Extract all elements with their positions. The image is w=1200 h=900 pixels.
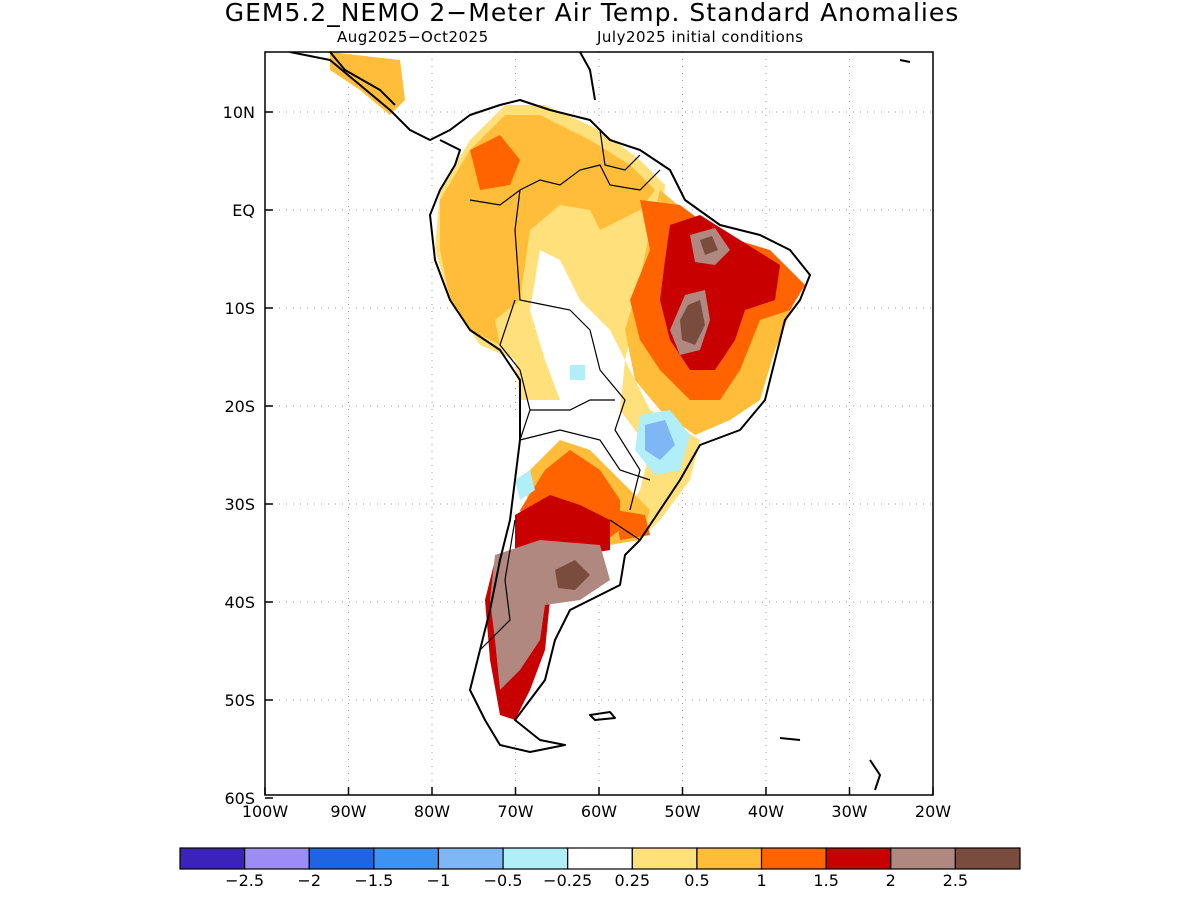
x-tick-label: 80W [414,802,450,821]
anomaly-band-1-coast [615,510,650,540]
y-tick-label: 60S [224,789,255,808]
colorbar-swatch [631,847,698,870]
colorbar-swatch [760,847,827,870]
colorbar-swatch [954,847,1021,870]
x-tick-label: 30W [831,802,867,821]
anomaly-band-2p5-argentina [555,560,590,590]
colorbar-label: 1.5 [813,871,838,890]
forecast-period: Aug2025−Oct2025 [337,28,489,46]
x-tick-label: 100W [242,802,289,821]
colorbar-swatch [244,847,310,870]
anomaly-band-2p5-ne [700,236,718,255]
anomaly-band-neg-0p5 [645,420,675,460]
y-tick-label: 20S [224,397,255,416]
x-tick-label: 60W [581,802,617,821]
colorbar-label: 1 [756,871,766,890]
x-tick-label: 40W [748,802,784,821]
x-tick-label: 90W [330,802,366,821]
colorbar-swatch [696,847,763,870]
colorbar-swatch [825,847,892,870]
colorbar-label: −0.25 [543,871,592,890]
y-tick-label: 30S [224,495,255,514]
colorbar-label: 2 [886,871,896,890]
y-tick-label: EQ [232,201,255,220]
colorbar-swatch [567,847,633,870]
colorbar-label: −1 [427,871,451,890]
colorbar-label: −0.5 [484,871,523,890]
initial-conditions: July2025 initial conditions [597,28,804,46]
country-borders [469,129,661,651]
colorbar-label: −2 [297,871,321,890]
colorbar-swatch [437,847,504,870]
colorbar-label: 2.5 [943,871,968,890]
colorbar-swatch [308,847,375,870]
y-tick-label: 40S [224,593,255,612]
colorbar-swatch [179,847,246,870]
colorbar-label: 0.5 [684,871,709,890]
colorbar-swatch [890,847,956,870]
colorbar-swatch [502,847,569,870]
x-tick-label: 50W [664,802,700,821]
coastlines [289,52,911,791]
colorbar-label: −2.5 [225,871,264,890]
x-tick-label: 70W [497,802,533,821]
y-tick-label: 10S [224,299,255,318]
axis-ticks: 100W 90W 80W 70W 60W 50W 40W 30W 20W 10N EQ 10S 20S 3… [223,103,952,821]
anomaly-field [330,52,810,745]
colorbar-label: 0.25 [614,871,650,890]
anomaly-band-neg-0p25-andes [515,470,535,500]
colorbar-label: −1.5 [354,871,393,890]
y-tick-label: 50S [224,691,255,710]
x-tick-label: 20W [915,802,951,821]
anomaly-band-2p5-brazil [680,300,705,345]
chart-title: GEM5.2_NEMO 2−Meter Air Temp. Standard A… [224,0,960,27]
anomaly-band-neg-0p25-bolivia [570,365,585,380]
colorbar: −2.5 −2 −1.5 −1 −0.5 −0.25 0.25 0.5 1 1.5 2 2.5 [179,847,1021,890]
colorbar-swatch [373,847,440,870]
anomaly-band-1 [470,135,520,190]
y-tick-label: 10N [223,103,255,122]
